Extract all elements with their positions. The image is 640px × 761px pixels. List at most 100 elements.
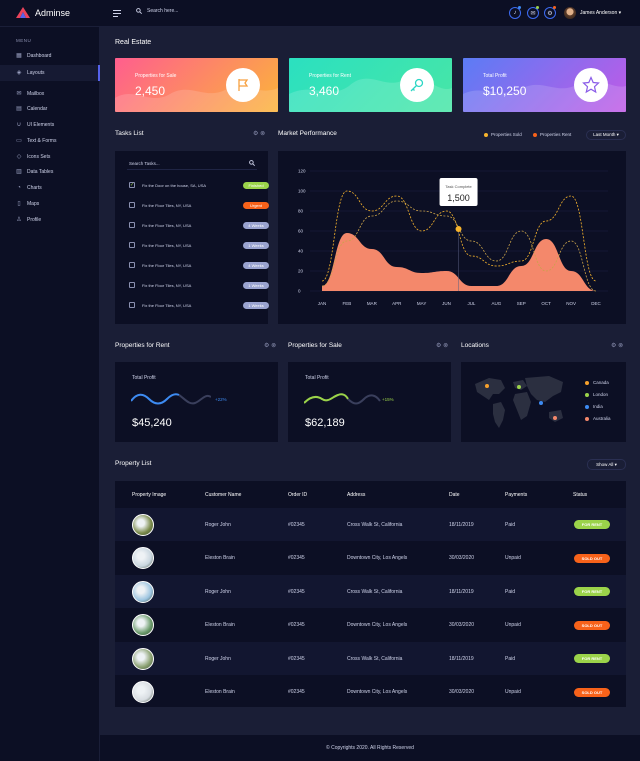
close-icon[interactable]: ⊗ bbox=[271, 343, 277, 349]
close-icon[interactable]: ⊗ bbox=[618, 343, 624, 349]
panel-actions[interactable]: ⚙ ⊗ bbox=[253, 130, 265, 137]
sidebar-item-mailbox[interactable]: ✉ Mailbox bbox=[0, 86, 100, 102]
location-markers bbox=[485, 384, 557, 420]
x-tick-label: APR bbox=[392, 301, 402, 306]
sidebar-item-label: Charts bbox=[27, 185, 42, 191]
panel-actions[interactable]: ⚙ ⊗ bbox=[264, 342, 276, 349]
sidebar-item-data-tables[interactable]: ▥ Data Tables bbox=[0, 164, 100, 180]
period-select[interactable]: Last Month ▾ bbox=[586, 130, 626, 140]
table-row[interactable]: Roger John #02345 Cross Walk St, Californi… bbox=[115, 508, 626, 541]
tag-icon: ◇ bbox=[16, 154, 22, 160]
key-icon bbox=[400, 68, 434, 102]
user-avatar[interactable] bbox=[564, 7, 576, 19]
x-tick-label: NOV bbox=[566, 301, 576, 306]
stat-card-rent[interactable]: Properties for Rent 3,460 bbox=[289, 58, 452, 112]
x-tick-label: MAR bbox=[367, 301, 378, 306]
gear-icon[interactable]: ⚙ bbox=[264, 343, 270, 349]
cell-address: Cross Walk St, California bbox=[347, 655, 403, 662]
user-icon: ♙ bbox=[16, 217, 22, 223]
x-tick-label: OCT bbox=[541, 301, 551, 306]
sidebar-item-text-forms[interactable]: ▭ Text & Forms bbox=[0, 133, 100, 149]
cell-payment: Unpaid bbox=[505, 555, 521, 561]
sidebar-item-maps[interactable]: ▯ Maps bbox=[0, 196, 100, 212]
task-checkbox[interactable] bbox=[129, 302, 135, 308]
top-search[interactable]: Search here... bbox=[136, 8, 178, 14]
y-tick-label: 40 bbox=[298, 249, 304, 254]
cell-address: Downtown City, Los Angels bbox=[347, 622, 408, 628]
gear-icon[interactable]: ⚙ bbox=[611, 343, 617, 349]
column-header[interactable]: Address bbox=[347, 491, 366, 498]
cell-date: 18/11/2019 bbox=[449, 655, 474, 662]
column-header[interactable]: Order ID bbox=[288, 491, 308, 498]
task-badge: 1 Weeks bbox=[243, 301, 269, 309]
task-checkbox[interactable]: ✓ bbox=[129, 182, 135, 188]
stat-card-sale[interactable]: Properties for Sale 2,450 bbox=[115, 58, 278, 112]
bell-icon[interactable]: ♪ bbox=[509, 7, 521, 19]
table-row[interactable]: Roger John #02345 Cross Walk St, Californi… bbox=[115, 575, 626, 608]
task-text: Fix the Floor Tiles, NY, USA bbox=[142, 282, 192, 288]
sidebar-item-charts[interactable]: ◔ Charts bbox=[0, 180, 100, 196]
task-checkbox[interactable] bbox=[129, 222, 135, 228]
task-checkbox[interactable] bbox=[129, 242, 135, 248]
task-checkbox[interactable] bbox=[129, 202, 135, 208]
task-row[interactable]: Fix the Floor Tiles, NY, USA 4 Weeks bbox=[129, 260, 269, 270]
task-text: Fix the Floor Tiles, NY, USA bbox=[142, 262, 192, 268]
close-icon[interactable]: ⊗ bbox=[443, 343, 449, 349]
property-thumbnail bbox=[132, 513, 154, 536]
column-header[interactable]: Date bbox=[449, 491, 460, 498]
locations-panel: Canada London India Australia bbox=[461, 362, 626, 442]
task-search-input[interactable]: Search Tasks... bbox=[127, 157, 257, 170]
status-badge: SOLD OUT bbox=[574, 553, 610, 563]
settings-icon[interactable]: ⚙ bbox=[544, 7, 556, 19]
close-icon[interactable]: ⊗ bbox=[260, 131, 266, 137]
show-all-select[interactable]: Show All ▾ bbox=[587, 459, 626, 470]
cell-address: Downtown City, Los Angels bbox=[347, 555, 408, 561]
cell-address: Cross Walk St, California bbox=[347, 588, 403, 595]
menu-toggle-icon[interactable] bbox=[113, 10, 121, 19]
column-header[interactable]: Payments bbox=[505, 491, 528, 498]
rent-value: $45,240 bbox=[132, 417, 172, 429]
task-row[interactable]: Fix the Floor Tiles, NY, USA 1 Weeks bbox=[129, 300, 269, 310]
column-header[interactable]: Property Image bbox=[132, 491, 167, 498]
task-row[interactable]: Fix the Floor Tiles, NY, USA Urgent bbox=[129, 200, 269, 210]
sidebar-item-icons-sets[interactable]: ◇ Icons Sets bbox=[0, 149, 100, 165]
table-row[interactable]: Eleston Brain #02345 Downtown City, Los An… bbox=[115, 676, 626, 709]
task-row[interactable]: ✓ Fix the Door on the house, SA, USA Finis… bbox=[129, 180, 269, 190]
sidebar-item-profile[interactable]: ♙ Profile bbox=[0, 212, 100, 228]
task-text: Fix the Door on the house, SA, USA bbox=[142, 182, 207, 188]
mail-icon[interactable]: ✉ bbox=[527, 7, 539, 19]
column-header[interactable]: Customer Name bbox=[205, 491, 242, 498]
sale-change: +15% bbox=[382, 397, 394, 402]
sidebar-item-layouts[interactable]: ◈ Layouts bbox=[0, 65, 100, 81]
sidebar-item-ui-elements[interactable]: ∪ UI Elements bbox=[0, 117, 100, 133]
x-tick-label: FEB bbox=[343, 301, 352, 306]
task-checkbox[interactable] bbox=[129, 282, 135, 288]
task-row[interactable]: Fix the Floor Tiles, NY, USA 1 Weeks bbox=[129, 240, 269, 250]
panel-actions[interactable]: ⚙ ⊗ bbox=[436, 342, 448, 349]
top-bar: Adminse Search here... ♪ ✉ ⚙ James Ander… bbox=[0, 0, 640, 27]
sidebar-item-dashboard[interactable]: ▦ Dashboard bbox=[0, 48, 100, 64]
gear-icon[interactable]: ⚙ bbox=[253, 131, 259, 137]
gear-icon[interactable]: ⚙ bbox=[436, 343, 442, 349]
task-checkbox[interactable] bbox=[129, 262, 135, 268]
panel-actions[interactable]: ⚙ ⊗ bbox=[611, 342, 623, 349]
table-row[interactable]: Roger John #02345 Cross Walk St, Californi… bbox=[115, 642, 626, 675]
mail-dot bbox=[536, 6, 539, 9]
cell-payment: Unpaid bbox=[505, 689, 521, 695]
task-badge: Finished bbox=[243, 181, 269, 189]
user-name[interactable]: James Anderson ▾ bbox=[580, 10, 621, 16]
cell-date: 30/03/2020 bbox=[449, 622, 475, 628]
stat-label: Properties for Rent bbox=[309, 73, 351, 79]
page-title: Real Estate bbox=[115, 39, 152, 46]
logo[interactable]: Adminse bbox=[16, 7, 70, 18]
task-row[interactable]: Fix the Floor Tiles, NY, USA 4 Weeks bbox=[129, 220, 269, 230]
column-header[interactable]: Status bbox=[573, 491, 588, 498]
x-tick-label: JUN bbox=[442, 301, 451, 306]
cell-date: 18/11/2019 bbox=[449, 588, 474, 595]
table-row[interactable]: Eleston Brain #02345 Downtown City, Los An… bbox=[115, 542, 626, 575]
table-row[interactable]: Eleston Brain #02345 Downtown City, Los An… bbox=[115, 609, 626, 642]
sidebar-item-calendar[interactable]: ▤ Calendar bbox=[0, 101, 100, 117]
x-tick-label: JAN bbox=[318, 301, 327, 306]
task-row[interactable]: Fix the Floor Tiles, NY, USA 1 Weeks bbox=[129, 280, 269, 290]
stat-card-profit[interactable]: Total Profit $10,250 bbox=[463, 58, 626, 112]
